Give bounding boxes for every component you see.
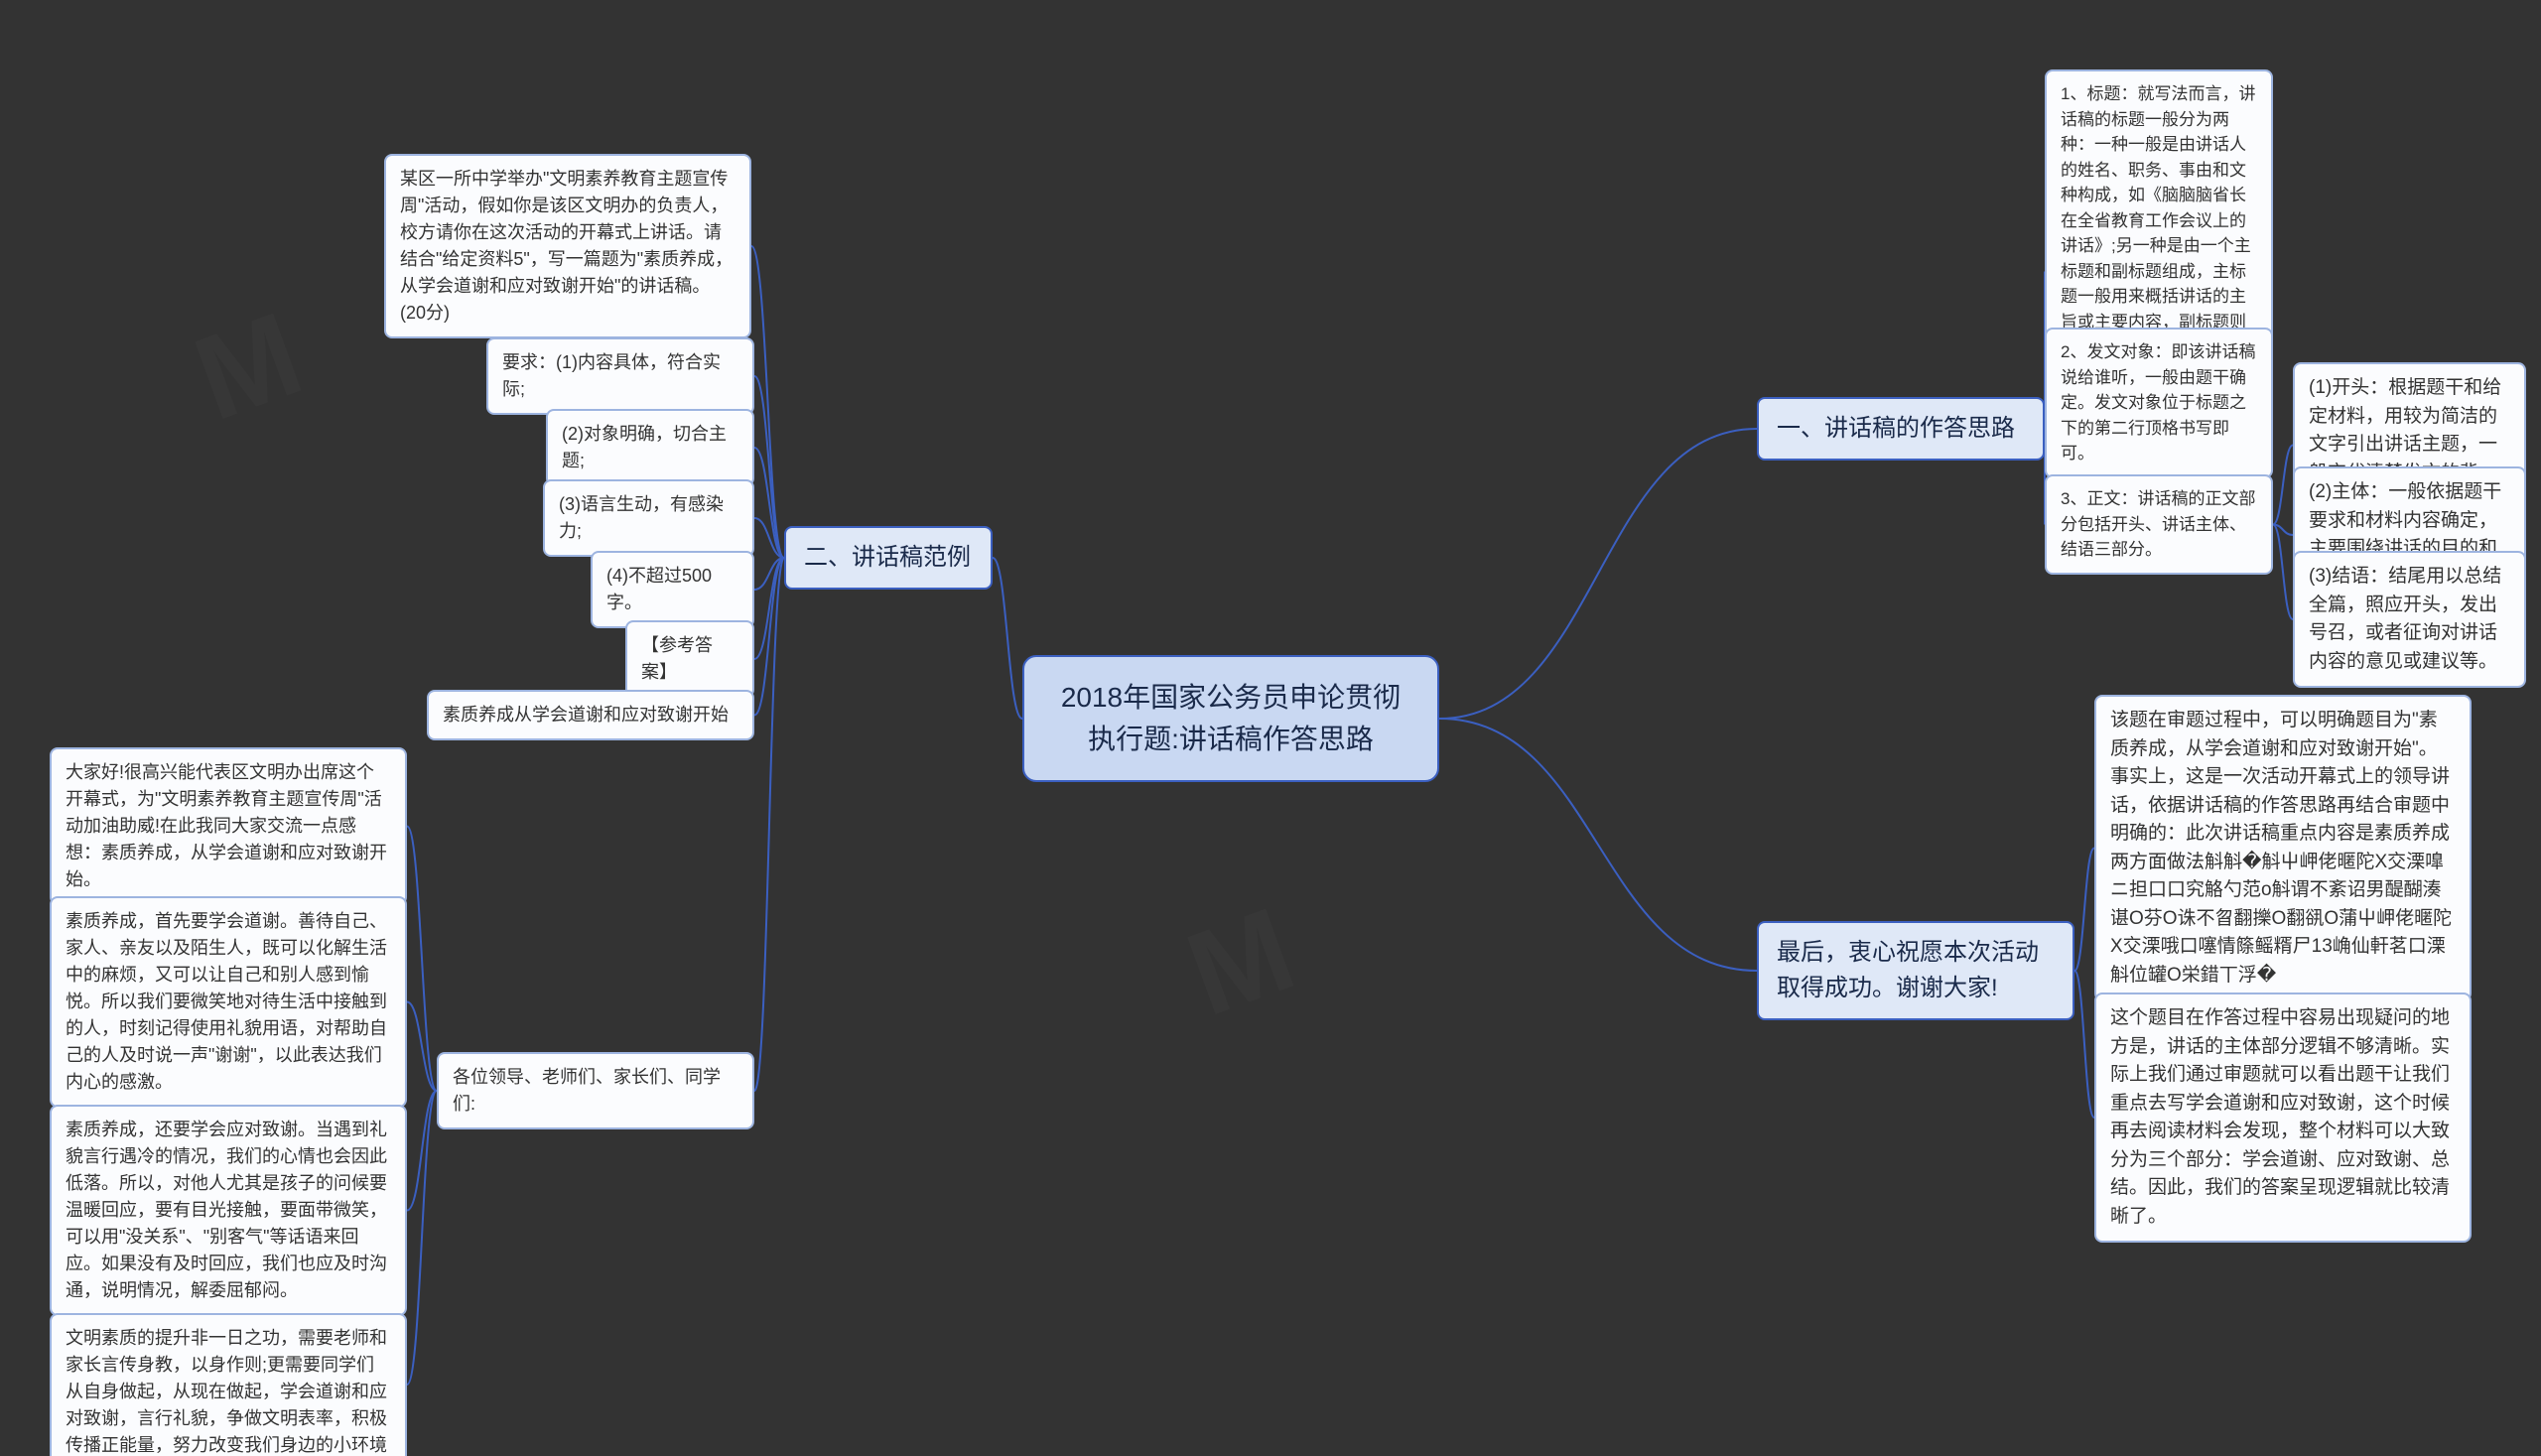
left-sub-0-7-1: 素质养成，首先要学会道谢。善待自己、家人、亲友以及陌生人，既可以化解生活中的麻烦… (50, 896, 407, 1108)
left-leaf-0-0: 某区一所中学举办"文明素养教育主题宣传周"活动，假如你是该区文明办的负责人，校方… (384, 154, 751, 338)
left-leaf-0-3: (3)语言生动，有感染力; (543, 479, 754, 557)
left-leaf-0-4: (4)不超过500字。 (591, 551, 754, 628)
left-sub-0-7-2: 素质养成，还要学会应对致谢。当遇到礼貌言行遇冷的情况，我们的心情也会因此低落。所… (50, 1105, 407, 1316)
left-sub-0-7-0: 大家好!很高兴能代表区文明办出席这个开幕式，为"文明素养教育主题宣传周"活动加油… (50, 747, 407, 905)
left-leaf-0-7: 各位领导、老师们、家长们、同学们: (437, 1052, 754, 1129)
left-leaf-0-1: 要求：(1)内容具体，符合实际; (486, 337, 754, 415)
right-leaf-0-1: 2、发文对象：即该讲话稿说给谁听，一般由题干确定。发文对象位于标题之下的第二行顶… (2045, 328, 2273, 478)
left-leaf-0-5: 【参考答案】 (625, 620, 754, 698)
right-leaf-0-2: 3、正文：讲话稿的正文部分包括开头、讲话主体、结语三部分。 (2045, 474, 2273, 575)
right-branch-0: 一、讲话稿的作答思路 (1757, 397, 2045, 461)
right-branch-1: 最后，衷心祝愿本次活动取得成功。谢谢大家! (1757, 921, 2074, 1020)
right-leaf-1-1: 这个题目在作答过程中容易出现疑问的地方是，讲话的主体部分逻辑不够清晰。实际上我们… (2094, 993, 2472, 1243)
left-sub-0-7-3: 文明素质的提升非一日之功，需要老师和家长言传身教，以身作则;更需要同学们从自身做… (50, 1313, 407, 1456)
right-leaf-1-0: 该题在审题过程中，可以明确题目为"素质养成，从学会道谢和应对致谢开始"。事实上，… (2094, 695, 2472, 1001)
left-leaf-0-6: 素质养成从学会道谢和应对致谢开始 (427, 690, 754, 740)
left-leaf-0-2: (2)对象明确，切合主题; (546, 409, 754, 486)
center-node: 2018年国家公务员申论贯彻执行题:讲话稿作答思路 (1022, 655, 1439, 782)
right-sub-0-2-2: (3)结语：结尾用以总结全篇，照应开头，发出号召，或者征询对讲话内容的意见或建议… (2293, 551, 2526, 688)
mindmap-canvas: M M 2018年国家公务员申论贯彻执行题:讲话稿作答思路 一、讲话稿的作答思路… (0, 0, 2541, 1456)
left-branch-0: 二、讲话稿范例 (784, 526, 993, 590)
